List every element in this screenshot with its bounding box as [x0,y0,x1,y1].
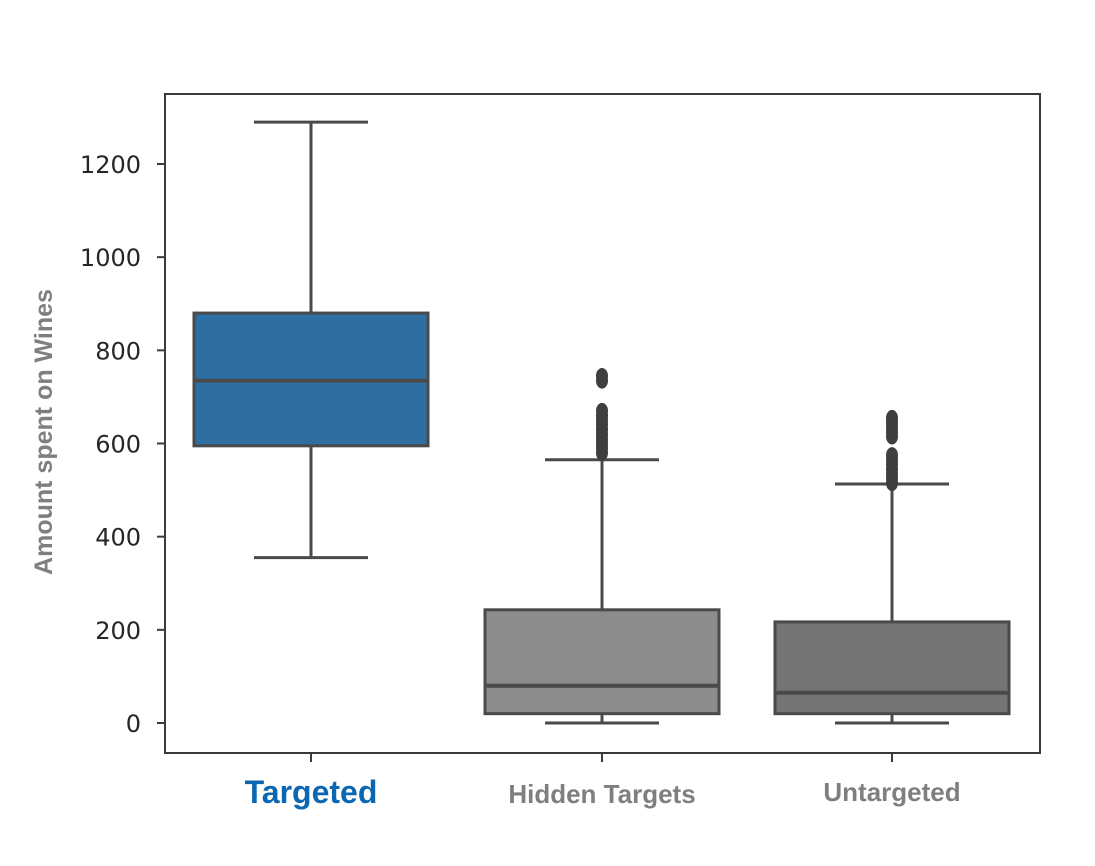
y-tick-label: 1000 [80,244,141,272]
y-axis: 0 200 400 600 800 1000 1200 [80,151,165,738]
box-iqr [773,620,1011,716]
x-tick-label: Targeted [245,774,378,810]
outlier-point [596,367,608,384]
x-tick-label: Hidden Targets [508,779,695,809]
outlier-point [886,447,898,464]
y-tick-label: 200 [95,617,141,645]
y-tick-label: 1200 [80,151,141,179]
box-3 [773,409,1011,725]
y-tick-label: 0 [126,710,141,738]
y-axis-label: Amount spent on Wines [30,289,58,575]
boxes-group [192,120,1011,725]
outlier-point [886,409,898,426]
y-tick-label: 400 [95,524,141,552]
box-iqr [483,608,721,716]
outlier-point [596,402,608,419]
box-2 [483,367,721,725]
x-axis: Targeted Hidden Targets Untargeted [245,753,961,810]
y-tick-label: 600 [95,431,141,459]
x-tick-label: Untargeted [823,777,960,807]
box-1 [192,120,430,560]
y-tick-label: 800 [95,337,141,365]
